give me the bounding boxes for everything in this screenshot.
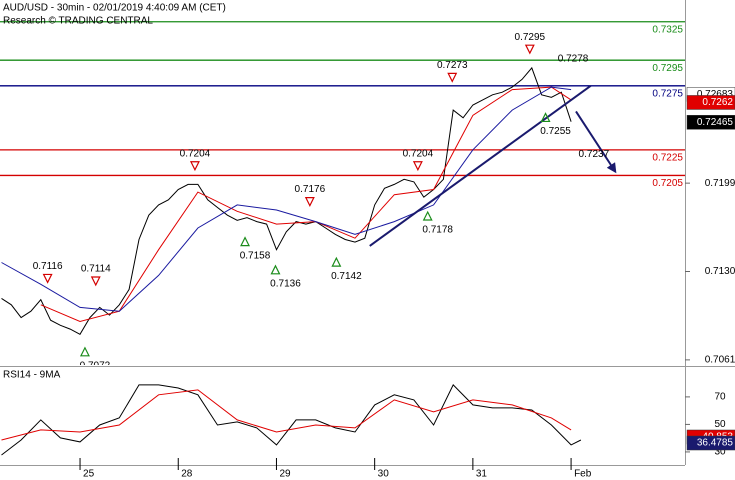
y-tick-label: 30: [714, 447, 726, 458]
trough-marker: [422, 210, 433, 221]
series-line: [1, 384, 582, 456]
level-label: 0.7205: [652, 178, 683, 189]
price-panel: 0.7116 0.7114 0.7072 0.7204 0.7158 0.7136 0.71…: [0, 21, 685, 371]
x-tick-label: 31: [476, 469, 488, 480]
annotation-label: 0.7204: [180, 148, 211, 159]
price-tag-label: 36.4785: [697, 438, 734, 449]
annotation-label: 0.7114: [81, 264, 111, 275]
annotation-label: 0.7295: [515, 32, 546, 43]
annotation-label: 0.7178: [422, 225, 453, 236]
annotation-label: 0.7158: [240, 250, 271, 261]
annotation-label: 0.7237: [579, 149, 610, 160]
trend-line: [369, 84, 592, 247]
price-tag-label: 0.7262: [702, 97, 733, 108]
annotation-label: 0.7072: [80, 360, 111, 371]
peak-marker: [304, 196, 315, 207]
annotation-label: 0.7255: [540, 126, 571, 137]
chart-subtitle: Research © TRADING CENTRAL: [3, 16, 153, 27]
price-tag-label: 0.72465: [697, 117, 734, 128]
series-line: [1, 66, 572, 335]
series-line: [1, 389, 572, 441]
x-tick-label: 28: [181, 469, 193, 480]
trough-marker: [331, 256, 342, 267]
level-label: 0.7325: [652, 24, 683, 35]
y-tick-label: 0.7199: [705, 178, 735, 189]
peak-marker: [90, 276, 101, 287]
peak-marker: [189, 161, 200, 172]
y-tick-label: 50: [714, 419, 726, 430]
trough-marker: [240, 236, 250, 247]
series-line: [1, 86, 572, 312]
level-label: 0.7295: [652, 63, 683, 74]
price-tag: [686, 435, 735, 451]
y-tick-label: 0.7130: [705, 266, 735, 277]
trough-marker: [270, 264, 281, 275]
axes: 0.7325 0.7295 0.7275 0.7225 0.7205 0.7061 0.71…: [79, 24, 735, 480]
annotation-label: 0.7142: [331, 271, 362, 282]
trough-marker: [540, 112, 551, 123]
annotation-label: 0.7116: [33, 261, 63, 272]
annotation-label: 0.7204: [403, 148, 434, 159]
trough-marker: [79, 346, 90, 357]
rsi-panel: [1, 384, 582, 456]
annotation-label: 0.7273: [437, 60, 468, 71]
x-tick-label: Feb: [574, 469, 592, 480]
annotation-label: 0.7136: [270, 278, 301, 289]
price-tag-label: 0.72683: [697, 89, 734, 100]
price-tag: [686, 95, 735, 110]
x-tick-label: 29: [279, 469, 291, 480]
chart-title: AUD/USD - 30min - 02/01/2019 4:40:09 AM …: [3, 3, 226, 14]
level-label: 0.7275: [652, 88, 683, 99]
y-tick-label: 0.7061: [705, 355, 735, 366]
rsi-title: RSI14 - 9MA: [3, 370, 61, 381]
peak-marker: [42, 273, 53, 284]
annotation-label: 0.7176: [295, 184, 326, 195]
peak-marker: [447, 72, 458, 83]
y-tick-label: 70: [714, 392, 726, 403]
level-label: 0.7225: [652, 152, 683, 163]
trend-line: [575, 110, 617, 174]
x-tick-label: 30: [378, 469, 390, 480]
x-tick-label: 25: [83, 469, 95, 480]
peak-marker: [524, 44, 535, 55]
peak-marker: [412, 161, 423, 172]
price-tag: [686, 115, 735, 130]
annotation-label: 0.7278: [558, 54, 589, 65]
